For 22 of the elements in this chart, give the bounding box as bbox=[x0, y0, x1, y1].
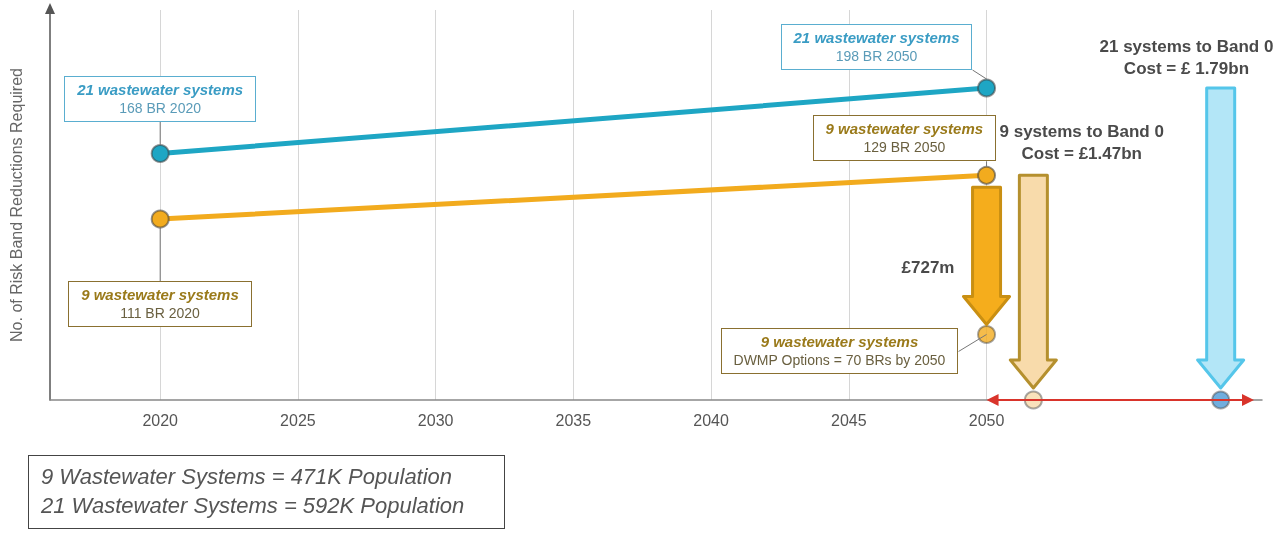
x-tick-label: 2020 bbox=[142, 411, 179, 429]
x-tick-label: 2030 bbox=[417, 411, 454, 429]
point bbox=[977, 165, 997, 185]
text: 9 Wastewater Systems = 471K Population 21 Wastewater Systems = 592K Population bbox=[41, 463, 465, 520]
annotation: 9 wastewater systems 111 BR 2020 bbox=[81, 285, 239, 324]
x-tick-label: 2040 bbox=[693, 411, 729, 429]
point bbox=[150, 144, 170, 164]
annotation: 9 wastewater systems DWMP Options = 70 BRs by 2050 bbox=[733, 332, 946, 371]
point bbox=[150, 209, 170, 229]
annotation: 9 systems to Band 0 Cost = £1.47bn bbox=[999, 121, 1164, 166]
text: 21 wastewater systems 198 BR 2050 bbox=[793, 28, 960, 66]
text: 21 systems to Band 0 Cost = £ 1.79bn bbox=[1099, 36, 1274, 80]
x-tick-label: 2035 bbox=[555, 411, 592, 429]
annotation: 21 wastewater systems 168 BR 2020 bbox=[77, 79, 244, 118]
x-tick-label: 2025 bbox=[280, 411, 316, 429]
x-tick-label: 2045 bbox=[831, 411, 867, 429]
annotation: £727m bbox=[901, 257, 955, 280]
y-axis-title: No. of Risk Band Reductions Required bbox=[7, 68, 25, 342]
point bbox=[977, 324, 997, 344]
annotation: 9 wastewater systems 129 BR 2050 bbox=[825, 119, 984, 158]
x-tick-label: 2050 bbox=[968, 411, 1005, 429]
point bbox=[977, 78, 997, 98]
